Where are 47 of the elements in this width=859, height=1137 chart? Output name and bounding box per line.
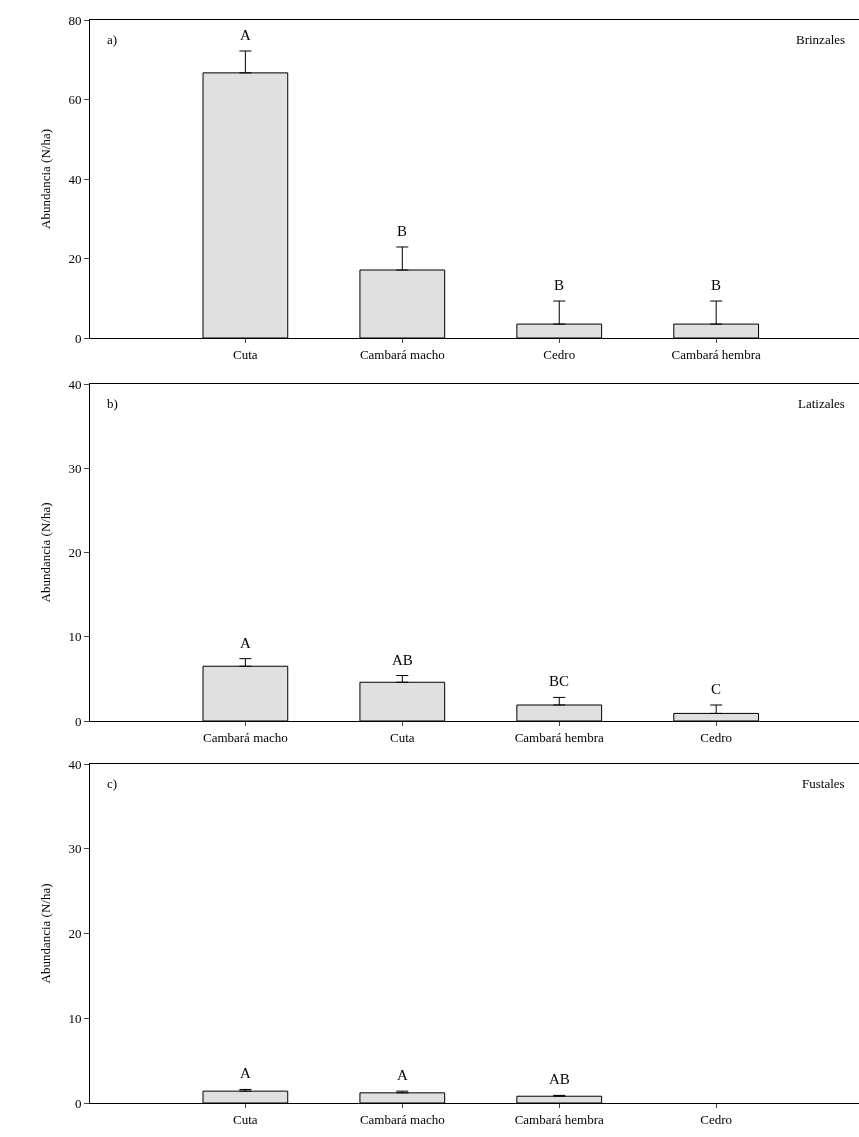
- annotation: A: [240, 635, 251, 651]
- y-tick-label: 30: [68, 841, 82, 857]
- annotation: A: [397, 1067, 408, 1083]
- x-tick-label: Cuta: [390, 729, 415, 745]
- x-tick-label: Cedro: [700, 1111, 733, 1127]
- y-tick-label: 40: [68, 171, 82, 187]
- annotation: C: [711, 681, 722, 697]
- annotation: c): [107, 776, 118, 791]
- annotation: AB: [549, 1071, 570, 1087]
- y-tick-label: 10: [68, 1010, 82, 1026]
- y-tick-label: 20: [68, 251, 82, 267]
- x-tick-label: Cambará hembra: [514, 1111, 605, 1127]
- y-tick-label: 20: [68, 926, 82, 942]
- y-tick-label: 0: [74, 1095, 82, 1111]
- annotation: b): [107, 396, 118, 411]
- x-tick-label: Cuta: [233, 1111, 258, 1127]
- x-tick-label: Cambará hembra: [514, 729, 605, 745]
- annotation: A: [240, 1065, 251, 1081]
- y-tick-label: 30: [68, 460, 82, 476]
- x-tick-label: Cambará macho: [202, 729, 288, 745]
- y-axis-title: Abundancia (N/ha): [38, 502, 54, 603]
- y-tick-label: 20: [68, 545, 82, 561]
- annotation: Brinzales: [796, 32, 846, 47]
- y-axis-title: Abundancia (N/ha): [38, 883, 54, 984]
- annotation: B: [554, 277, 565, 293]
- annotation: Fustales: [802, 776, 845, 791]
- annotation: B: [397, 223, 408, 239]
- y-axis-title: Abundancia (N/ha): [38, 129, 54, 229]
- y-tick-label: 10: [68, 629, 82, 645]
- x-tick-label: Cedro: [543, 346, 576, 362]
- y-tick-label: 0: [74, 713, 82, 729]
- x-tick-label: Cambará hembra: [671, 346, 761, 362]
- x-tick-label: Cuta: [233, 346, 258, 362]
- annotation: Latizales: [798, 396, 845, 411]
- y-tick-label: 60: [68, 92, 82, 108]
- y-tick-label: 80: [68, 12, 82, 28]
- annotation: BC: [549, 673, 570, 689]
- x-tick-label: Cambará macho: [359, 346, 445, 362]
- annotation: AB: [392, 652, 413, 668]
- x-tick-label: Cedro: [700, 729, 733, 745]
- y-tick-label: 40: [68, 376, 82, 392]
- y-tick-label: 0: [74, 330, 82, 346]
- annotation: B: [711, 277, 722, 293]
- y-tick-label: 40: [68, 756, 82, 772]
- annotation: a): [107, 32, 118, 47]
- annotation: A: [240, 27, 251, 43]
- x-tick-label: Cambará macho: [359, 1111, 445, 1127]
